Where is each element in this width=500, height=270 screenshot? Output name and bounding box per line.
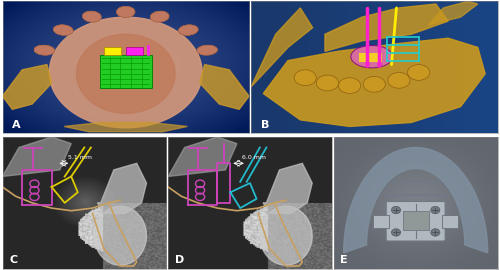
- Polygon shape: [264, 38, 485, 126]
- Polygon shape: [50, 17, 202, 128]
- Polygon shape: [251, 8, 312, 87]
- Polygon shape: [98, 163, 146, 213]
- Ellipse shape: [82, 11, 102, 22]
- Bar: [126, 48, 143, 55]
- Bar: [442, 215, 458, 228]
- Ellipse shape: [294, 70, 316, 86]
- Ellipse shape: [338, 78, 360, 93]
- Bar: [373, 215, 390, 228]
- Circle shape: [430, 206, 440, 214]
- Ellipse shape: [178, 25, 198, 35]
- Ellipse shape: [54, 25, 73, 35]
- Ellipse shape: [197, 45, 218, 55]
- Ellipse shape: [408, 65, 430, 80]
- Bar: [100, 55, 152, 88]
- Ellipse shape: [116, 6, 135, 18]
- Text: A: A: [12, 120, 21, 130]
- Ellipse shape: [34, 45, 54, 55]
- Polygon shape: [260, 206, 312, 265]
- Circle shape: [430, 229, 440, 236]
- Polygon shape: [2, 65, 52, 109]
- Ellipse shape: [116, 6, 135, 18]
- Bar: [104, 48, 121, 55]
- Text: 5.1 mm: 5.1 mm: [68, 155, 92, 160]
- Circle shape: [351, 45, 393, 68]
- Ellipse shape: [82, 11, 102, 22]
- Polygon shape: [168, 137, 237, 177]
- Polygon shape: [64, 123, 188, 132]
- Ellipse shape: [363, 76, 386, 92]
- Bar: [360, 53, 382, 62]
- Ellipse shape: [34, 45, 54, 55]
- Polygon shape: [76, 34, 175, 113]
- Text: B: B: [261, 120, 269, 130]
- Ellipse shape: [178, 25, 198, 35]
- Text: C: C: [9, 255, 17, 265]
- FancyBboxPatch shape: [386, 201, 445, 241]
- Ellipse shape: [150, 11, 169, 22]
- Ellipse shape: [316, 75, 338, 91]
- Polygon shape: [325, 4, 448, 51]
- Ellipse shape: [54, 25, 73, 35]
- Polygon shape: [263, 163, 312, 213]
- Circle shape: [392, 229, 400, 236]
- Ellipse shape: [197, 45, 218, 55]
- Circle shape: [392, 206, 400, 214]
- Bar: [402, 211, 429, 231]
- Polygon shape: [428, 1, 478, 25]
- Text: D: D: [174, 255, 184, 265]
- Ellipse shape: [150, 11, 169, 22]
- Text: E: E: [340, 255, 348, 265]
- Text: 6.0 mm: 6.0 mm: [242, 155, 266, 160]
- Polygon shape: [94, 206, 146, 265]
- Polygon shape: [2, 137, 71, 177]
- Polygon shape: [344, 147, 488, 253]
- Ellipse shape: [388, 72, 410, 88]
- Polygon shape: [200, 65, 249, 109]
